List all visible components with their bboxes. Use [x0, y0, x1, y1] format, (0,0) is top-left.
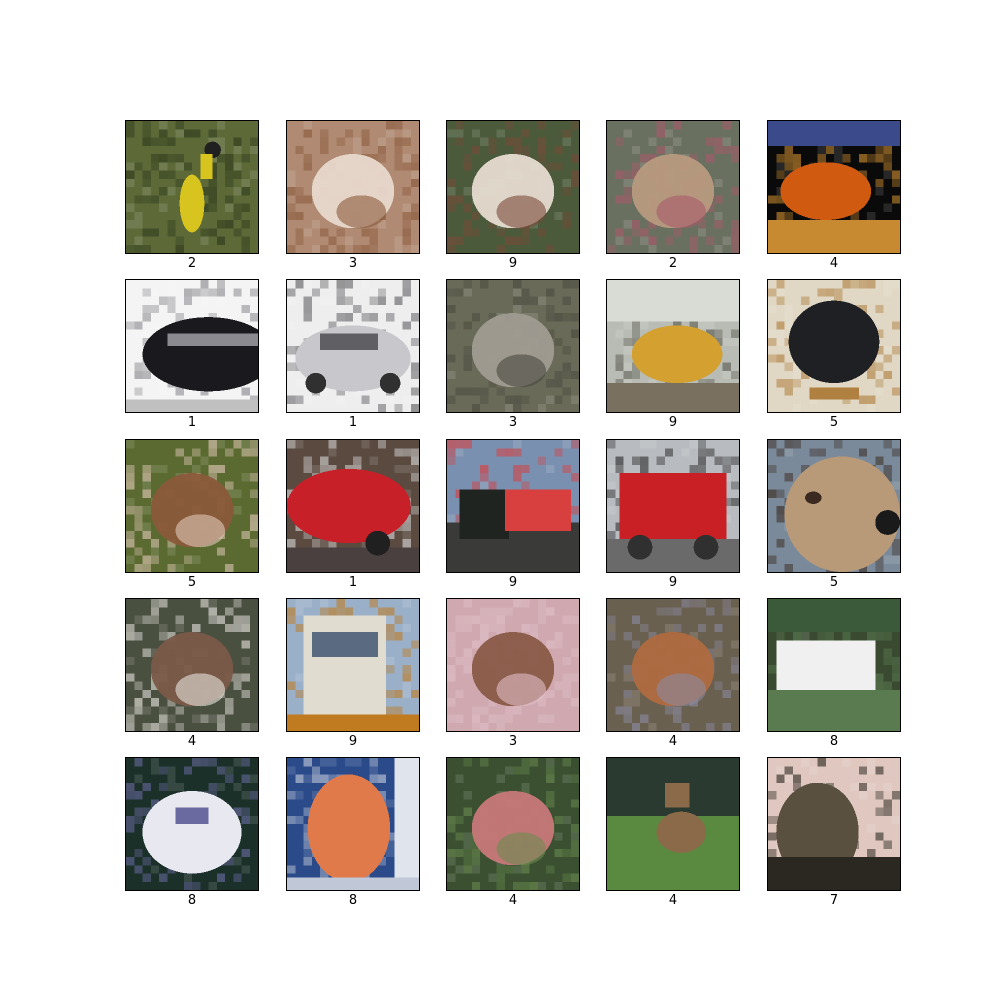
image-label: 8: [767, 734, 901, 750]
grid-cell: 1: [286, 279, 420, 429]
grid-cell: 8: [125, 757, 259, 907]
image-label: 3: [446, 415, 580, 431]
grid-cell: 7: [767, 757, 901, 907]
image-label: 9: [446, 256, 580, 272]
image-label: 5: [767, 575, 901, 591]
grid-cell: 4: [446, 757, 580, 907]
thumbnail-image-orange-ship: [286, 757, 420, 891]
thumbnail-image-red-tow-truck: [606, 439, 740, 573]
thumbnail-image-brown-dog-closeup: [125, 439, 259, 573]
grid-cell: 9: [446, 120, 580, 270]
thumbnail-image-white-boat: [767, 598, 901, 732]
image-label: 8: [286, 893, 420, 909]
grid-cell: 5: [767, 439, 901, 589]
thumbnail-image-fawn-grazing: [446, 757, 580, 891]
grid-cell: 4: [606, 598, 740, 748]
image-label: 9: [606, 575, 740, 591]
grid-cell: 3: [446, 279, 580, 429]
image-label: 4: [606, 734, 740, 750]
image-label: 9: [446, 575, 580, 591]
thumbnail-image-black-car: [125, 279, 259, 413]
thumbnail-image-speedboat: [125, 757, 259, 891]
image-label: 5: [125, 575, 259, 591]
grid-cell: 4: [125, 598, 259, 748]
thumbnail-image-black-dog: [767, 279, 901, 413]
thumbnail-image-dog-face: [767, 439, 901, 573]
image-label: 4: [125, 734, 259, 750]
thumbnail-image-deer-in-grass: [125, 598, 259, 732]
grid-cell: 9: [286, 598, 420, 748]
grid-cell: 4: [606, 757, 740, 907]
grid-cell: 5: [125, 439, 259, 589]
image-label: 7: [767, 893, 901, 909]
thumbnail-image-silver-car: [286, 279, 420, 413]
thumbnail-image-stag: [606, 757, 740, 891]
image-label: 8: [125, 893, 259, 909]
image-label: 1: [286, 575, 420, 591]
thumbnail-image-orange-deer: [767, 120, 901, 254]
image-label: 2: [125, 256, 259, 272]
image-label: 4: [606, 893, 740, 909]
grid-cell: 3: [286, 120, 420, 270]
thumbnail-image-cat-on-sheet: [446, 598, 580, 732]
grid-cell: 5: [767, 279, 901, 429]
grid-cell: 9: [606, 439, 740, 589]
grid-cell: 9: [446, 439, 580, 589]
grid-cell: 9: [606, 279, 740, 429]
thumbnail-image-yellow-dump-truck: [606, 279, 740, 413]
image-label: 3: [286, 256, 420, 272]
grid-cell: 3: [446, 598, 580, 748]
thumbnail-image-camper-truck: [446, 120, 580, 254]
thumbnail-image-deer-in-leaves: [606, 598, 740, 732]
thumbnail-image-semi-truck: [446, 439, 580, 573]
thumbnail-image-cat-standing: [446, 279, 580, 413]
image-label: 2: [606, 256, 740, 272]
image-label: 9: [606, 415, 740, 431]
image-label: 1: [125, 415, 259, 431]
thumbnail-image-bird-on-branch: [606, 120, 740, 254]
grid-cell: 8: [767, 598, 901, 748]
image-label: 1: [286, 415, 420, 431]
image-label: 5: [767, 415, 901, 431]
image-label: 4: [446, 893, 580, 909]
grid-cell: 4: [767, 120, 901, 270]
image-label: 9: [286, 734, 420, 750]
image-label: 4: [767, 256, 901, 272]
thumbnail-image-cat-closeup: [286, 120, 420, 254]
thumbnail-image-yellow-bird-in-grass: [125, 120, 259, 254]
thumbnail-image-red-car: [286, 439, 420, 573]
grid-cell: 2: [125, 120, 259, 270]
grid-cell: 1: [125, 279, 259, 429]
thumbnail-image-fire-truck-front: [286, 598, 420, 732]
grid-cell: 2: [606, 120, 740, 270]
image-label: 3: [446, 734, 580, 750]
grid-cell: 1: [286, 439, 420, 589]
grid-cell: 8: [286, 757, 420, 907]
thumbnail-image-horse-rider: [767, 757, 901, 891]
